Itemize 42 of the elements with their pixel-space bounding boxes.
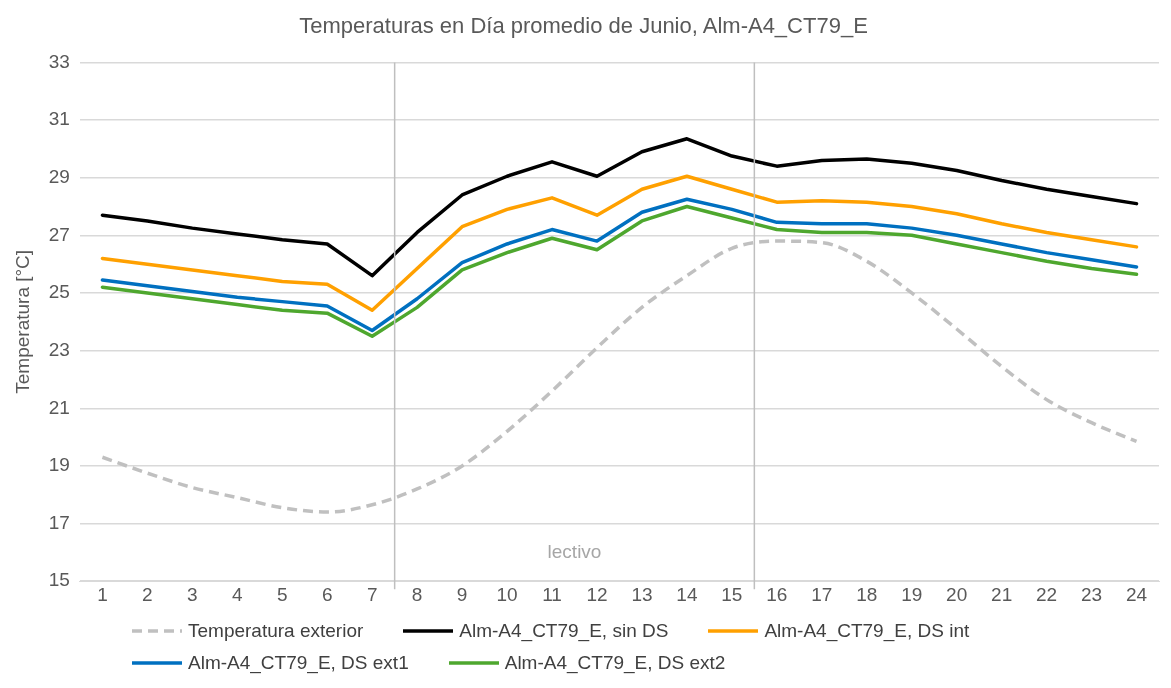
legend-label: Alm-A4_CT79_E, DS ext2 — [504, 652, 726, 674]
x-tick-label: 23 — [1080, 583, 1103, 605]
x-tick-label: 12 — [586, 583, 608, 605]
legend-label: Alm-A4_CT79_E, sin DS — [459, 620, 669, 642]
x-tick-label: 19 — [901, 583, 923, 605]
annotation: lectivo — [547, 541, 602, 563]
y-tick-label: 33 — [48, 50, 70, 72]
x-tick-label: 20 — [946, 583, 968, 605]
x-tick-label: 18 — [856, 583, 878, 605]
x-tick-label: 16 — [766, 583, 788, 605]
y-tick-label: 15 — [48, 569, 70, 591]
x-tick-label: 5 — [276, 583, 288, 605]
x-tick-label: 15 — [721, 583, 743, 605]
y-tick-label: 29 — [48, 165, 70, 187]
x-tick-label: 17 — [811, 583, 833, 605]
x-tick-label: 3 — [187, 583, 198, 605]
y-tick-label: 27 — [48, 223, 70, 245]
x-tick-label: 6 — [321, 583, 333, 605]
x-tick-label: 24 — [1125, 583, 1148, 605]
legend-label: Alm-A4_CT79_E, DS ext1 — [188, 652, 409, 674]
y-axis-title: Temperatura [°C] — [11, 249, 33, 394]
x-tick-label: 10 — [496, 583, 518, 605]
x-tick-label: 7 — [366, 583, 378, 605]
x-tick-label: 2 — [142, 583, 153, 605]
x-tick-label: 21 — [991, 583, 1013, 605]
y-tick-label: 25 — [48, 281, 70, 303]
legend-label: Alm-A4_CT79_E, DS int — [764, 620, 970, 642]
x-tick-label: 9 — [456, 583, 468, 605]
y-tick-label: 23 — [48, 338, 70, 360]
y-tick-label: 21 — [48, 396, 70, 418]
y-tick-label: 17 — [48, 511, 70, 533]
legend-label: Temperatura exterior — [188, 620, 364, 642]
chart-title: Temperaturas en Día promedio de Junio, Alm-A4_CT79_E — [299, 13, 868, 39]
x-tick-label: 14 — [676, 583, 698, 605]
y-tick-label: 19 — [48, 454, 70, 476]
x-tick-label: 8 — [411, 583, 423, 605]
y-tick-label: 31 — [48, 108, 70, 130]
x-tick-label: 13 — [631, 583, 653, 605]
x-tick-label: 4 — [232, 583, 244, 605]
x-tick-label: 1 — [97, 583, 108, 605]
x-tick-label: 11 — [542, 583, 562, 605]
x-tick-label: 22 — [1036, 583, 1058, 605]
